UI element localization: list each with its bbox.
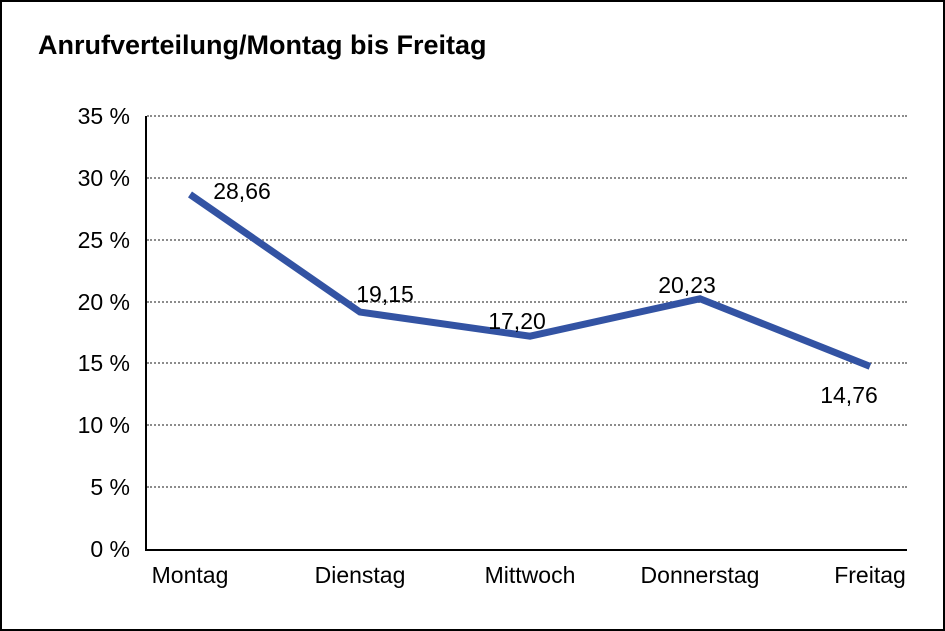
gridline — [147, 362, 907, 365]
y-tick-label: 20 % — [77, 288, 130, 315]
gridline — [147, 300, 907, 303]
x-tick-label: Donnerstag — [640, 562, 760, 588]
gridline — [147, 486, 907, 489]
data-point-label: 19,15 — [356, 281, 414, 308]
x-tick-label: Montag — [151, 562, 229, 588]
chart-title: Anrufverteilung/Montag bis Freitag — [38, 30, 487, 60]
y-tick-label: 30 % — [77, 164, 130, 191]
x-tick-label: Freitag — [834, 562, 906, 588]
y-tick-label: 10 % — [77, 412, 130, 439]
data-point-label: 28,66 — [213, 178, 271, 205]
y-tick-label: 25 % — [77, 226, 130, 253]
y-tick-label: 35 % — [77, 103, 130, 129]
gridline — [147, 238, 907, 241]
gridline — [147, 115, 907, 117]
data-point-label: 14,76 — [820, 382, 878, 409]
data-point-label: 17,20 — [488, 308, 546, 335]
data-point-label: 20,23 — [658, 271, 716, 298]
x-tick-label: Dienstag — [314, 562, 406, 588]
gridline — [147, 176, 907, 179]
y-tick-label: 0 % — [90, 536, 130, 562]
y-tick-label: 5 % — [90, 474, 130, 501]
x-tick-label: Mittwoch — [484, 562, 576, 588]
gridline — [147, 424, 907, 427]
y-tick-label: 15 % — [77, 350, 130, 377]
